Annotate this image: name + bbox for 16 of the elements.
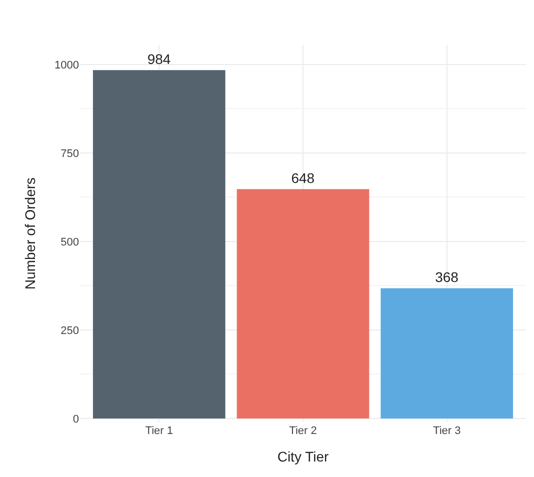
y-tick-label: 500 [60,236,79,248]
bar [92,70,226,418]
x-tick-label: Tier 2 [289,425,317,437]
y-tick-label: 1000 [54,59,79,72]
x-axis-title: City Tier [277,448,330,464]
x-tick-label: Tier 3 [433,425,461,437]
y-axis-title: Number of Orders [22,177,38,290]
data-label: 984 [147,51,171,68]
y-tick-label: 250 [60,324,79,337]
data-label: 648 [291,170,315,186]
data-label: 368 [435,269,459,286]
bar [380,288,514,418]
x-tick-label: Tier 1 [145,425,173,437]
y-tick-label: 0 [72,413,79,426]
y-tick-label: 750 [60,148,79,160]
bar [236,189,370,418]
